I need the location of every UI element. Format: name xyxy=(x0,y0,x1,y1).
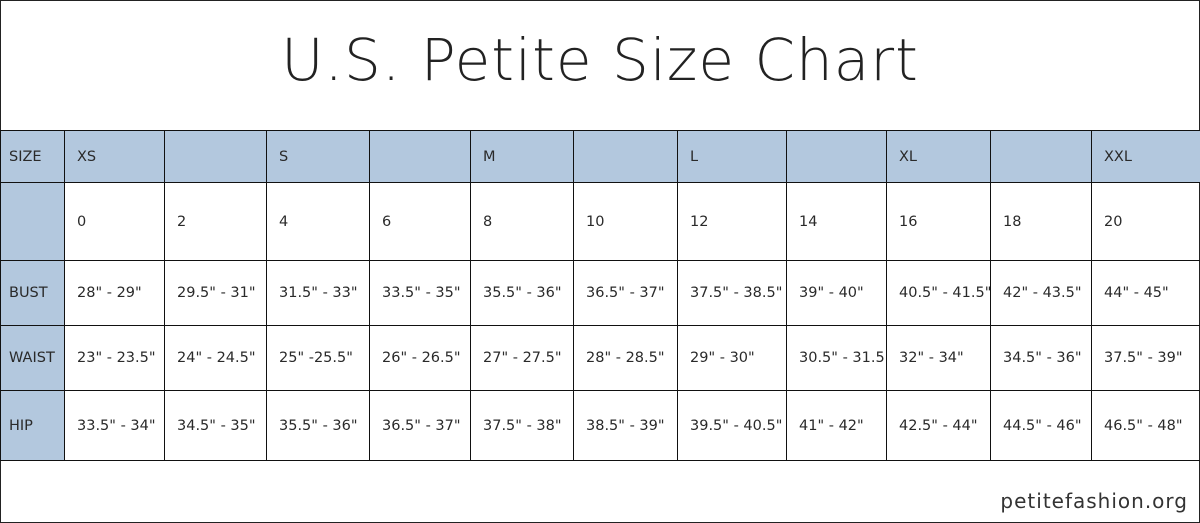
table-cell: 44" - 45" xyxy=(1091,260,1200,326)
table-cell: 42" - 43.5" xyxy=(990,260,1092,326)
row-label: SIZE xyxy=(0,130,65,183)
row-label: HIP xyxy=(0,390,65,461)
table-cell: 27" - 27.5" xyxy=(470,325,574,391)
table-cell: 4 xyxy=(266,182,370,261)
table-cell: 0 xyxy=(64,182,165,261)
table-cell xyxy=(786,130,887,183)
table-cell: 32" - 34" xyxy=(886,325,991,391)
page-title: U.S. Petite Size Chart xyxy=(281,26,919,94)
table-cell: 12 xyxy=(677,182,787,261)
table-cell: 34.5" - 36" xyxy=(990,325,1092,391)
table-cell: 37.5" - 38" xyxy=(470,390,574,461)
row-label xyxy=(0,182,65,261)
table-cell: 14 xyxy=(786,182,887,261)
table-cell: 40.5" - 41.5" xyxy=(886,260,991,326)
table-cell: 41" - 42" xyxy=(786,390,887,461)
site-credit: petitefashion.org xyxy=(1000,489,1188,513)
table-cell: XS xyxy=(64,130,165,183)
table-cell: 2 xyxy=(164,182,267,261)
size-table: SIZE XS S M L XL XXL 0 2 4 6 8 10 12 14 16 18 20 BUST 28" -… xyxy=(0,130,1200,461)
table-cell: 29" - 30" xyxy=(677,325,787,391)
table-cell xyxy=(990,130,1092,183)
table-cell: 35.5" - 36" xyxy=(470,260,574,326)
table-cell: 33.5" - 35" xyxy=(369,260,471,326)
table-cell xyxy=(573,130,678,183)
size-row: SIZE XS S M L XL XXL xyxy=(0,130,1200,183)
table-cell: XL xyxy=(886,130,991,183)
table-cell: 20 xyxy=(1091,182,1200,261)
measurement-row-waist: WAIST 23" - 23.5" 24" - 24.5" 25" -25.5" 26"… xyxy=(0,325,1200,391)
table-cell: 42.5" - 44" xyxy=(886,390,991,461)
table-cell: S xyxy=(266,130,370,183)
table-cell: 36.5" - 37" xyxy=(369,390,471,461)
table-cell: 39.5" - 40.5" xyxy=(677,390,787,461)
table-cell: 31.5" - 33" xyxy=(266,260,370,326)
table-cell: 33.5" - 34" xyxy=(64,390,165,461)
row-label: BUST xyxy=(0,260,65,326)
table-cell: 10 xyxy=(573,182,678,261)
table-cell: 36.5" - 37" xyxy=(573,260,678,326)
table-cell: 25" -25.5" xyxy=(266,325,370,391)
measurement-row-hip: HIP 33.5" - 34" 34.5" - 35" 35.5" - 36" 36.5… xyxy=(0,390,1200,461)
table-cell: 18 xyxy=(990,182,1092,261)
number-size-row: 0 2 4 6 8 10 12 14 16 18 20 xyxy=(0,182,1200,261)
table-cell: 28" - 28.5" xyxy=(573,325,678,391)
table-cell: 26" - 26.5" xyxy=(369,325,471,391)
row-label: WAIST xyxy=(0,325,65,391)
table-cell xyxy=(164,130,267,183)
table-cell: 34.5" - 35" xyxy=(164,390,267,461)
table-cell xyxy=(369,130,471,183)
measurement-row-bust: BUST 28" - 29" 29.5" - 31" 31.5" - 33" 33.5"… xyxy=(0,260,1200,326)
table-cell: 6 xyxy=(369,182,471,261)
table-cell: 30.5" - 31.5" xyxy=(786,325,887,391)
table-cell: 16 xyxy=(886,182,991,261)
table-cell: 35.5" - 36" xyxy=(266,390,370,461)
table-cell: 44.5" - 46" xyxy=(990,390,1092,461)
table-cell: 8 xyxy=(470,182,574,261)
table-cell: 38.5" - 39" xyxy=(573,390,678,461)
table-cell: 39" - 40" xyxy=(786,260,887,326)
table-cell: 24" - 24.5" xyxy=(164,325,267,391)
table-cell: 46.5" - 48" xyxy=(1091,390,1200,461)
table-cell: 37.5" - 39" xyxy=(1091,325,1200,391)
table-cell: XXL xyxy=(1091,130,1200,183)
table-cell: M xyxy=(470,130,574,183)
table-cell: 37.5" - 38.5" xyxy=(677,260,787,326)
table-cell: L xyxy=(677,130,787,183)
table-cell: 23" - 23.5" xyxy=(64,325,165,391)
table-cell: 28" - 29" xyxy=(64,260,165,326)
table-cell: 29.5" - 31" xyxy=(164,260,267,326)
